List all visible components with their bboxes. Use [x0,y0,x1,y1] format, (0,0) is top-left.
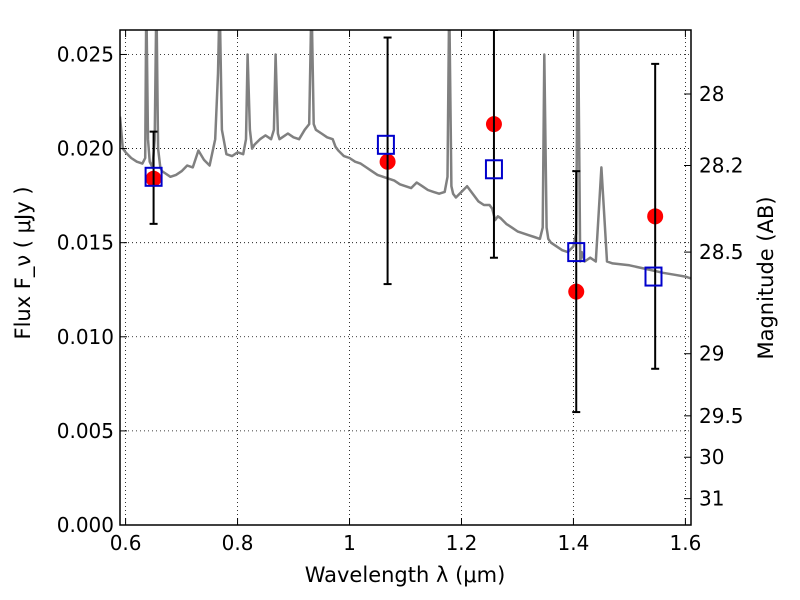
model-flux-square [144,166,163,187]
x-tick-label: 1.6 [669,531,701,555]
y2-tick-label: 29.5 [699,404,744,428]
y2-tick-label: 28.2 [699,154,744,178]
x-tick-label: 0.8 [222,531,254,555]
y-tick-label: 0.025 [57,42,114,66]
y2-tick-label: 28 [699,82,724,106]
model-flux-square [376,134,395,155]
x-tick-label: 1 [343,531,356,555]
sed-model-line [120,30,691,280]
axis-ticks: 0.6 0.8 1 1.2 1.4 1.6 0.000 0.005 0.010 0.015 0.02… [57,30,744,555]
model-flux-square [484,159,503,180]
y2-tick-label: 29 [699,342,724,366]
y-axis-label: Flux F_ν ( μJy ) [11,186,36,339]
model-flux-square [644,266,663,287]
grid-lines [120,30,691,526]
y2-axis-label: Magnitude (AB) [754,196,778,359]
y-tick-label: 0.000 [57,513,114,537]
y-tick-label: 0.015 [57,231,114,255]
x-axis-label: Wavelength λ (μm) [305,563,506,587]
y-tick-label: 0.005 [57,419,114,443]
y2-tick-label: 31 [699,487,724,511]
model-flux-square [567,242,586,263]
y2-tick-label: 30 [699,445,724,469]
plot-frame [119,29,692,526]
x-tick-label: 0.6 [110,531,142,555]
y-tick-label: 0.020 [57,137,114,161]
y2-tick-label: 28.5 [699,240,744,264]
x-tick-label: 1.4 [558,531,590,555]
x-tick-label: 1.2 [446,531,478,555]
y-tick-label: 0.010 [57,325,114,349]
plot-area [120,30,691,414]
